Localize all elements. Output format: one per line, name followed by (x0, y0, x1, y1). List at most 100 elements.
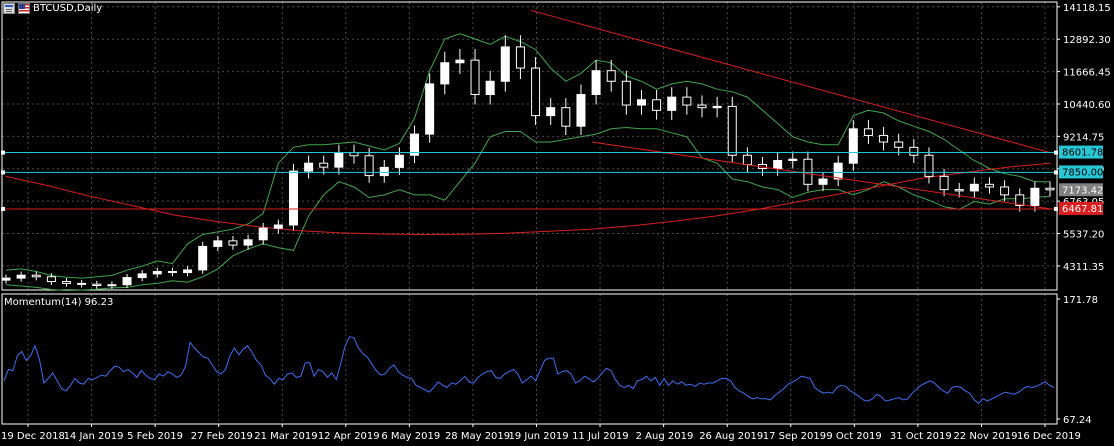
candle[interactable] (606, 70, 616, 82)
moving-average-line (5, 162, 1051, 236)
candle[interactable] (531, 67, 541, 117)
candle[interactable] (364, 155, 374, 177)
candle[interactable] (379, 166, 389, 177)
candle[interactable] (712, 105, 722, 109)
x-tick-label: 11 Jul 2019 (572, 431, 629, 442)
bollinger-lower (5, 126, 1051, 292)
candle[interactable] (984, 183, 994, 188)
x-tick-label: 19 Jun 2019 (509, 431, 569, 442)
candle[interactable] (667, 96, 677, 111)
candle[interactable] (167, 271, 177, 274)
candle[interactable] (107, 284, 117, 287)
x-tick-label: 22 Nov 2019 (953, 431, 1017, 442)
candle[interactable] (62, 281, 72, 284)
candle[interactable] (576, 93, 586, 127)
candle[interactable] (682, 96, 692, 106)
price-line-label: 7850.00 (1062, 167, 1103, 178)
candle[interactable] (440, 62, 450, 85)
symbol-title: BTCUSD,Daily (33, 3, 103, 14)
candle[interactable] (1030, 187, 1040, 206)
candle[interactable] (470, 59, 480, 95)
price-line-label: 6467.81 (1062, 204, 1103, 215)
candle[interactable] (16, 274, 26, 279)
candle[interactable] (500, 46, 510, 82)
candle[interactable] (591, 70, 601, 95)
candle[interactable] (455, 59, 465, 64)
y-tick-label: 11666.45 (1063, 68, 1111, 79)
trendline-lower[interactable] (591, 141, 1051, 210)
candle[interactable] (546, 107, 556, 117)
x-tick-label: 28 May 2019 (445, 431, 510, 442)
candle[interactable] (636, 99, 646, 106)
candle[interactable] (818, 178, 828, 185)
line-handle[interactable] (1, 170, 5, 175)
candle[interactable] (77, 282, 87, 285)
grid (2, 2, 1057, 424)
candle[interactable] (92, 283, 102, 287)
current-price-label: 7173.42 (1062, 185, 1103, 196)
x-tick-label: 31 Oct 2019 (890, 431, 952, 442)
candle[interactable] (198, 245, 208, 271)
candle[interactable] (243, 239, 253, 246)
candle[interactable] (183, 269, 193, 274)
candle[interactable] (909, 146, 919, 156)
candle[interactable] (742, 154, 752, 165)
line-handle[interactable] (1, 150, 5, 155)
candle[interactable] (879, 134, 889, 143)
candle[interactable] (122, 277, 132, 286)
candle[interactable] (863, 128, 873, 136)
line-handle[interactable] (1, 206, 5, 211)
candle[interactable] (894, 141, 904, 148)
candle[interactable] (394, 154, 404, 168)
candle[interactable] (485, 80, 495, 95)
candle[interactable] (258, 227, 268, 241)
candle[interactable] (697, 104, 707, 109)
trendline-upper[interactable] (530, 9, 1051, 154)
candle[interactable] (31, 274, 41, 278)
candle[interactable] (621, 80, 631, 106)
candle[interactable] (319, 162, 329, 168)
candle[interactable] (803, 158, 813, 185)
candle[interactable] (1045, 187, 1055, 191)
candle[interactable] (727, 105, 737, 156)
momentum-pane[interactable] (3, 336, 1055, 404)
line-handle[interactable] (1054, 206, 1058, 211)
candle[interactable] (46, 276, 56, 283)
candle[interactable] (939, 175, 949, 191)
x-tick-label: 17 Sep 2019 (763, 431, 826, 442)
candle[interactable] (788, 158, 798, 162)
candle[interactable] (137, 273, 147, 279)
candle[interactable] (652, 99, 662, 111)
momentum-line[interactable] (3, 336, 1055, 404)
candle[interactable] (833, 162, 843, 180)
line-handle[interactable] (1054, 170, 1058, 175)
price-pane[interactable] (1, 9, 1058, 292)
candle[interactable] (954, 189, 964, 192)
x-tick-label: 9 Oct 2019 (826, 431, 881, 442)
candle[interactable] (1000, 186, 1010, 196)
bollinger-upper (5, 33, 1050, 279)
y-tick-label: 171.78 (1063, 295, 1098, 306)
candle[interactable] (848, 128, 858, 164)
candle[interactable] (213, 240, 223, 247)
candle[interactable] (1, 277, 11, 281)
window-icon[interactable] (3, 3, 15, 14)
candle[interactable] (152, 271, 162, 275)
candle[interactable] (425, 83, 435, 135)
line-handle[interactable] (1054, 150, 1058, 155)
candle[interactable] (773, 160, 783, 169)
candle[interactable] (1015, 194, 1025, 206)
candle[interactable] (969, 183, 979, 192)
candle[interactable] (349, 152, 359, 157)
candle[interactable] (561, 107, 571, 127)
candle[interactable] (410, 133, 420, 156)
candle[interactable] (304, 162, 314, 172)
candle[interactable] (924, 154, 934, 177)
candle[interactable] (334, 152, 344, 168)
candle[interactable] (288, 170, 298, 226)
candle[interactable] (273, 224, 283, 229)
candle[interactable] (515, 46, 525, 69)
candle[interactable] (228, 240, 238, 246)
momentum-pane-frame (1, 293, 1058, 425)
